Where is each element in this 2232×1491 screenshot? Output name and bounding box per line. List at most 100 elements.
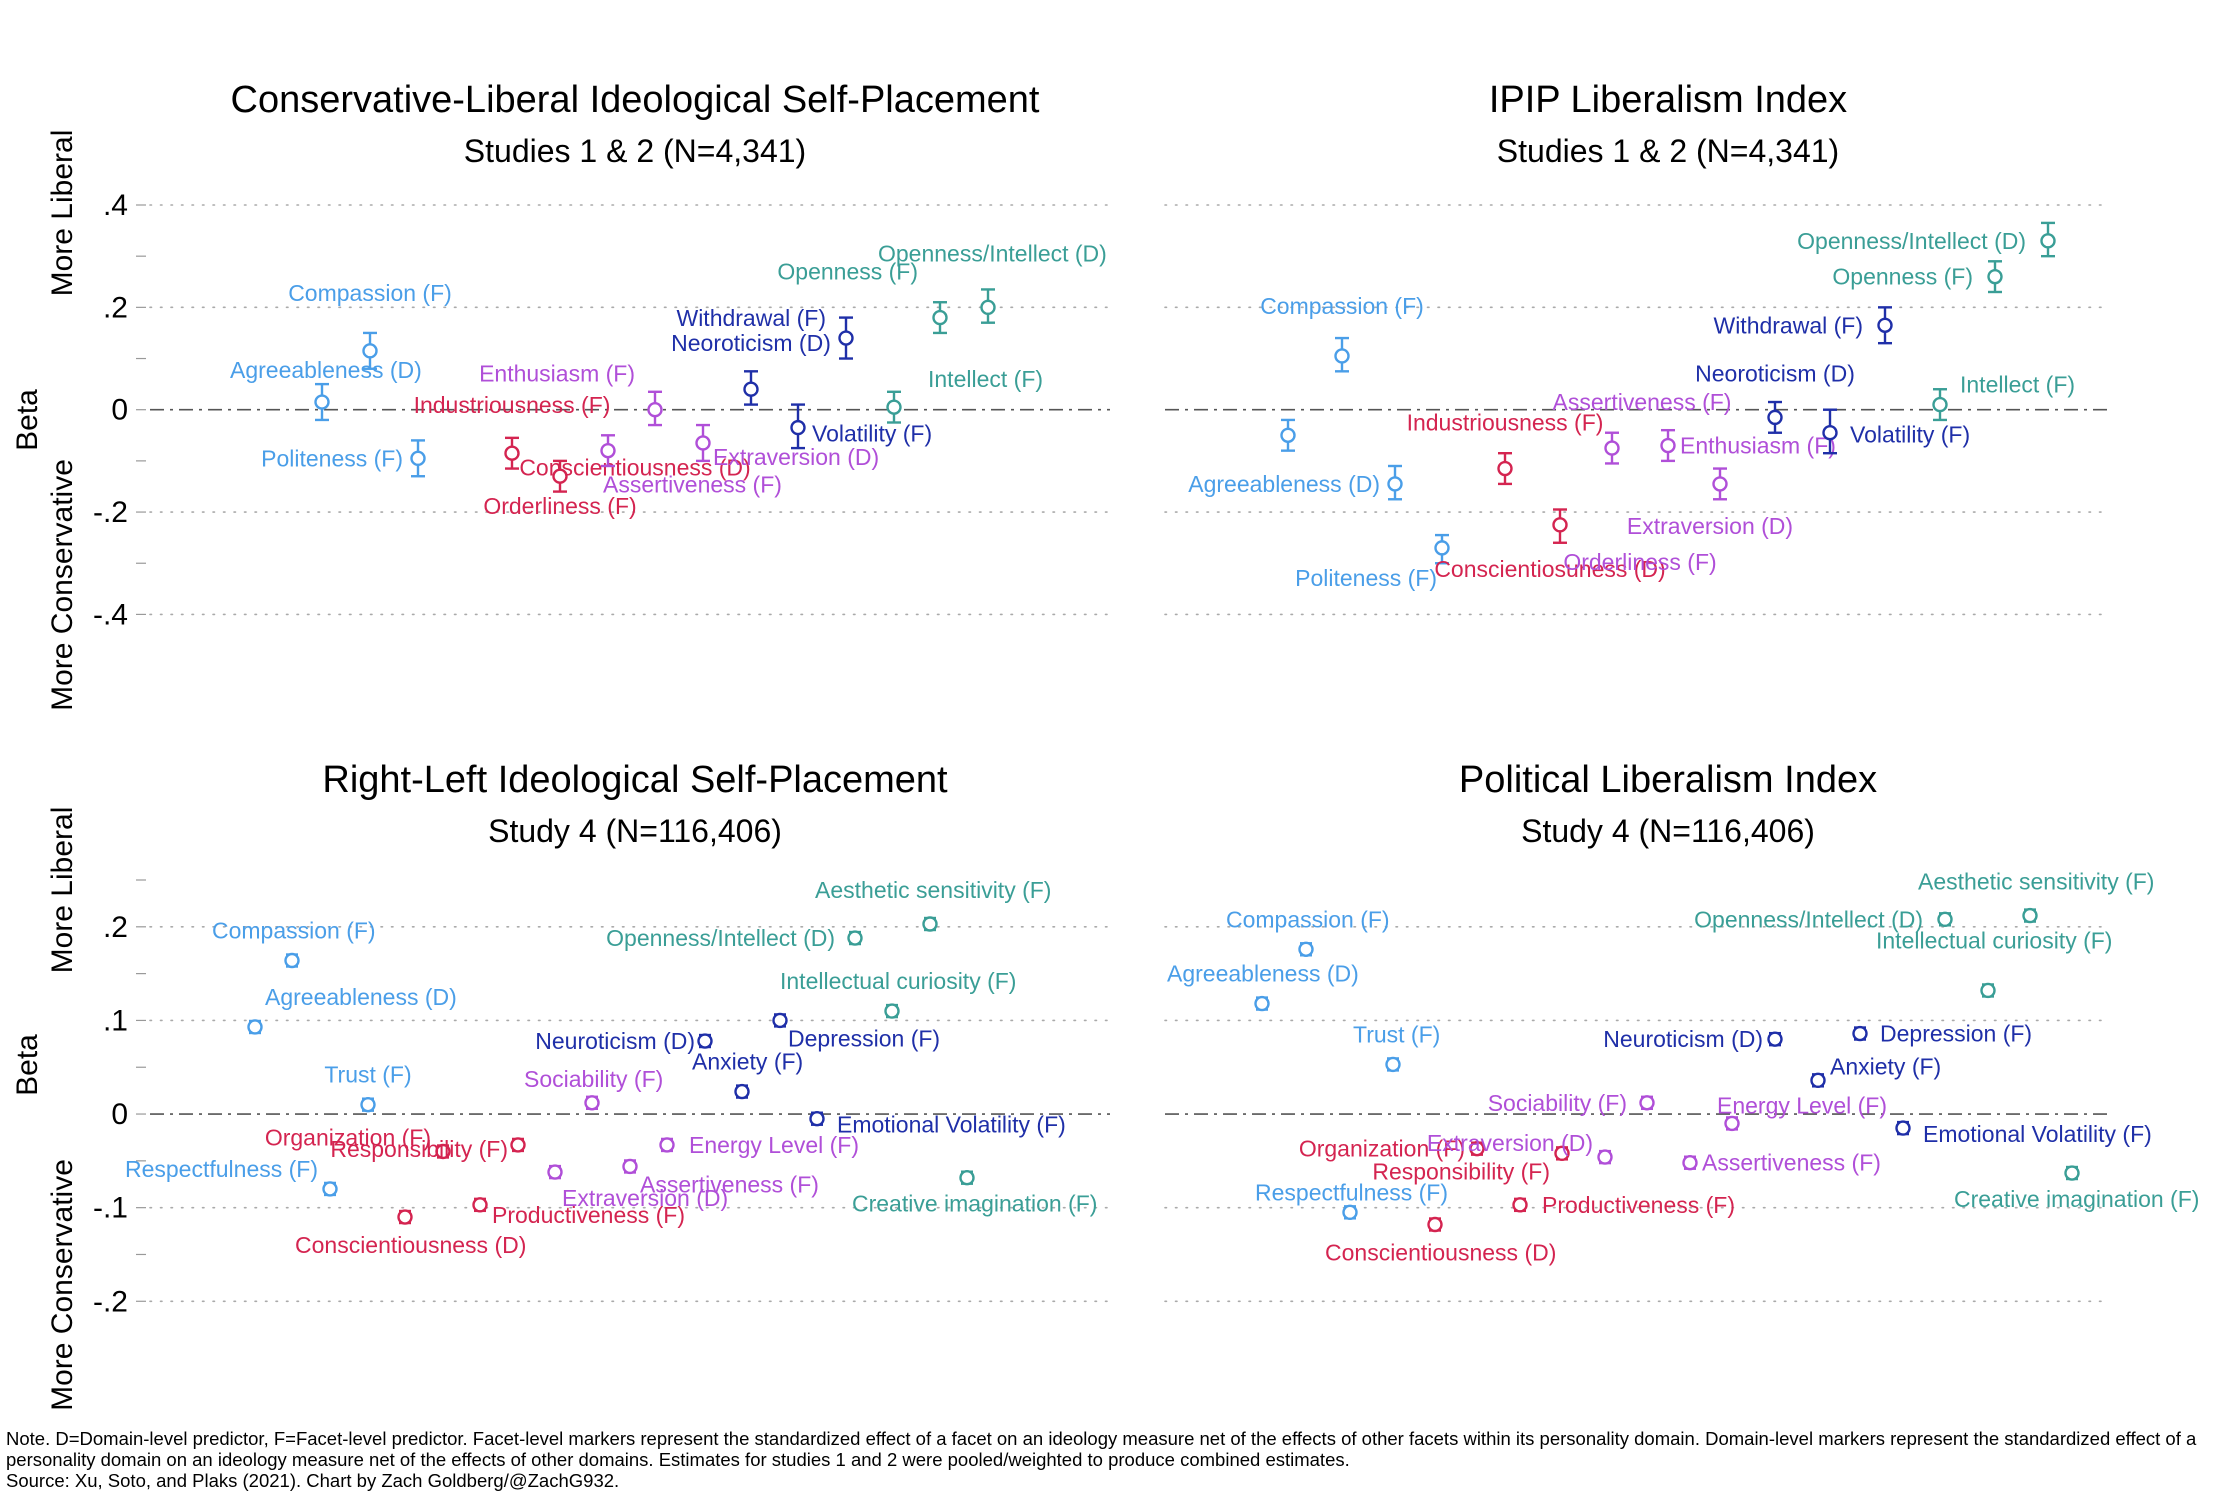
more-conservative-label-bottom: More Conservative bbox=[46, 1159, 79, 1411]
y-tick-label: 0 bbox=[111, 394, 128, 427]
point-label: Openness/Intellect (D) bbox=[606, 925, 835, 951]
data-point bbox=[360, 1096, 376, 1113]
point-label: Emotional Volatility (F) bbox=[1923, 1121, 2152, 1147]
footnote-source: Source: Xu, Soto, and Plaks (2021). Char… bbox=[6, 1470, 620, 1491]
data-point bbox=[1822, 425, 1838, 441]
y-tick-label: 0 bbox=[111, 1098, 128, 1131]
data-point bbox=[790, 419, 806, 436]
data-point bbox=[1334, 348, 1350, 364]
point-label: Assertiveness (F) bbox=[1702, 1150, 1881, 1176]
data-point bbox=[1387, 476, 1403, 492]
point-label: Creative imagination (F) bbox=[1954, 1186, 2199, 1212]
data-point bbox=[552, 468, 568, 484]
footnote-note: Note. D=Domain-level predictor, F=Facet-… bbox=[6, 1428, 2197, 1470]
point-label: Sociability (F) bbox=[1488, 1090, 1627, 1116]
data-point bbox=[743, 381, 759, 397]
point-label: Depression (F) bbox=[1880, 1021, 2032, 1047]
data-point bbox=[1937, 911, 1953, 928]
more-liberal-label-bottom: More Liberal bbox=[46, 807, 79, 974]
point-label: Productiveness (F) bbox=[1542, 1192, 1735, 1218]
footnote: Note. D=Domain-level predictor, F=Facet-… bbox=[6, 1428, 2221, 1491]
data-point bbox=[314, 394, 330, 410]
data-point bbox=[1597, 1149, 1613, 1165]
point-label: Assertiveness (F) bbox=[1553, 389, 1732, 415]
data-point bbox=[322, 1181, 338, 1197]
point-label: Agreeableness (D) bbox=[265, 984, 457, 1010]
point-label: Intellectual curiosity (F) bbox=[1876, 927, 2112, 953]
data-point bbox=[410, 450, 426, 467]
y-tick-label: .1 bbox=[103, 1004, 128, 1037]
data-point bbox=[809, 1111, 825, 1127]
point-label: Enthusiasm (F) bbox=[479, 361, 635, 387]
point-label: Withdrawal (F) bbox=[1713, 312, 1863, 338]
data-point bbox=[1682, 1155, 1698, 1171]
point-label: Industriousness (F) bbox=[414, 392, 611, 418]
data-point bbox=[284, 952, 300, 969]
more-liberal-label-top: More Liberal bbox=[46, 130, 79, 297]
data-point bbox=[510, 1137, 526, 1153]
point-label: Conscientiousness (D) bbox=[295, 1232, 526, 1258]
point-label: Intellect (F) bbox=[1960, 372, 2075, 398]
data-point bbox=[980, 299, 996, 316]
point-label: Orderliness (F) bbox=[483, 493, 636, 519]
data-point bbox=[1767, 1031, 1783, 1047]
data-point bbox=[362, 343, 378, 359]
data-point bbox=[1254, 995, 1270, 1012]
point-label: Responsibility (F) bbox=[1372, 1158, 1550, 1184]
panel-right-left: Right-Left Ideological Self-Placement Stu… bbox=[93, 759, 1111, 1318]
data-point bbox=[1497, 460, 1513, 477]
point-label: Energy Level (F) bbox=[689, 1132, 859, 1158]
data-point bbox=[1660, 437, 1676, 454]
point-label: Energy Level (F) bbox=[1717, 1092, 1887, 1118]
data-point bbox=[2064, 1165, 2080, 1181]
point-label: Aesthetic sensitivity (F) bbox=[815, 877, 1051, 903]
point-label: Responsibility (F) bbox=[330, 1136, 508, 1162]
point-label: Agreeableness (D) bbox=[230, 357, 422, 383]
data-point bbox=[734, 1083, 750, 1100]
point-label: Neuroticism (D) bbox=[1603, 1026, 1763, 1052]
point-label: Compassion (F) bbox=[288, 280, 452, 306]
data-point bbox=[932, 309, 948, 326]
data-point bbox=[504, 445, 520, 461]
data-point bbox=[1427, 1216, 1443, 1233]
point-label: Openness/Intellect (D) bbox=[1797, 228, 2026, 254]
data-point bbox=[1767, 409, 1783, 426]
point-label: Compassion (F) bbox=[1260, 293, 1424, 319]
y-tick-label: -.1 bbox=[93, 1192, 128, 1225]
data-point bbox=[1895, 1120, 1911, 1136]
y-tick-label: -.2 bbox=[93, 496, 128, 529]
point-label: Trust (F) bbox=[1353, 1021, 1440, 1047]
point-label: Sociability (F) bbox=[524, 1066, 663, 1092]
point-label: Creative imagination (F) bbox=[852, 1191, 1097, 1217]
point-label: Assertiveness (F) bbox=[603, 472, 782, 498]
chart-subtitle: Study 4 (N=116,406) bbox=[488, 813, 782, 849]
point-label: Compassion (F) bbox=[212, 918, 376, 944]
point-label: Openness (F) bbox=[1832, 264, 1973, 290]
data-point bbox=[697, 1033, 713, 1049]
beta-label-top: Beta bbox=[11, 389, 44, 451]
point-label: Agreeableness (D) bbox=[1167, 961, 1359, 987]
y-tick-label: -.4 bbox=[93, 598, 128, 631]
data-point bbox=[1434, 540, 1450, 556]
point-label: Compassion (F) bbox=[1226, 906, 1390, 932]
data-point bbox=[435, 1143, 451, 1160]
point-label: Extraversion (D) bbox=[1427, 1130, 1593, 1156]
point-label: Withdrawal (F) bbox=[676, 305, 826, 331]
point-label: Industriousness (F) bbox=[1407, 410, 1604, 436]
beta-label-bottom: Beta bbox=[11, 1034, 44, 1096]
data-point bbox=[1932, 396, 1948, 413]
data-point bbox=[1280, 427, 1296, 443]
data-point bbox=[1554, 1145, 1570, 1162]
more-conservative-label-top: More Conservative bbox=[46, 459, 79, 711]
point-label: Conscientiosuness (D) bbox=[1434, 556, 1665, 582]
point-label: Anxiety (F) bbox=[692, 1049, 803, 1075]
point-label: Volatility (F) bbox=[812, 421, 932, 447]
point-label: Aesthetic sensitivity (F) bbox=[1918, 869, 2154, 895]
point-label: Trust (F) bbox=[324, 1062, 411, 1088]
point-label: Extraversion (D) bbox=[562, 1185, 728, 1211]
point-label: Emotional Volatility (F) bbox=[837, 1112, 1066, 1138]
chart-title: Conservative-Liberal Ideological Self-Pl… bbox=[231, 79, 1040, 121]
data-point bbox=[2022, 907, 2038, 924]
data-point bbox=[1810, 1072, 1826, 1089]
